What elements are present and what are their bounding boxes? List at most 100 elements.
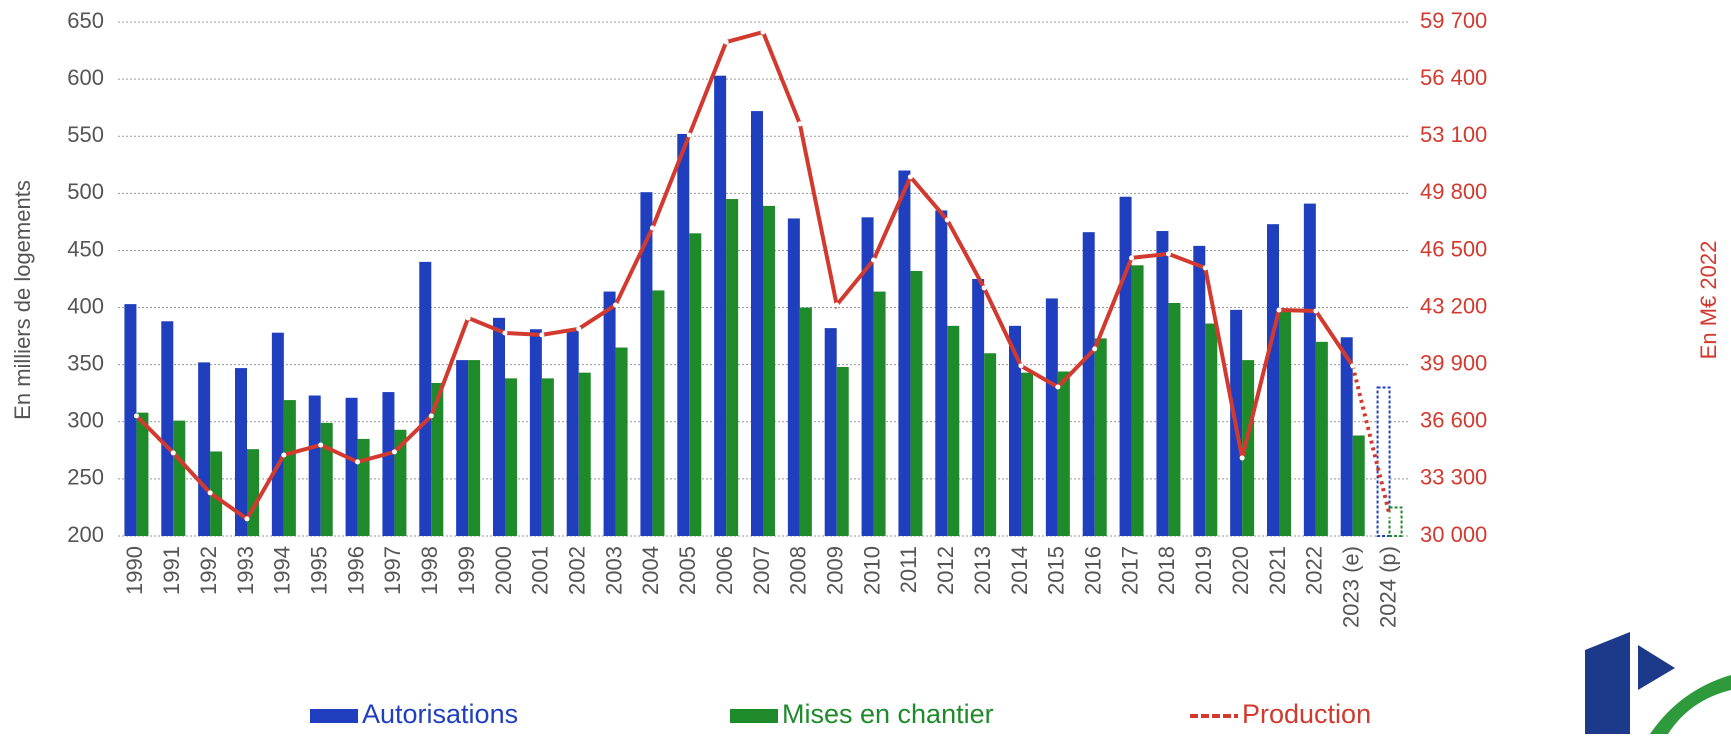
- x-tick-label: 1998: [417, 546, 442, 595]
- bar: [652, 290, 665, 536]
- line-point: [465, 315, 471, 321]
- line-point: [428, 413, 434, 419]
- line-point: [907, 174, 913, 180]
- line-point: [281, 452, 287, 458]
- legend-swatch: [310, 709, 358, 723]
- x-tick-label: 2011: [896, 546, 921, 593]
- bar: [824, 328, 837, 536]
- y-tick-label: 400: [67, 293, 104, 318]
- bar: [382, 392, 395, 536]
- bar: [1094, 338, 1107, 536]
- y-tick-label: 300: [67, 408, 104, 433]
- y-axis-label: En milliers de logements: [10, 180, 35, 420]
- bar: [799, 307, 812, 536]
- x-tick-label: 2012: [933, 546, 958, 595]
- x-tick-label: 2004: [638, 546, 663, 595]
- line-point: [944, 217, 950, 223]
- bar: [1242, 360, 1255, 536]
- bar: [308, 395, 321, 536]
- y2-axis-label: En M€ 2022: [1696, 241, 1721, 360]
- x-tick-label: 2023 (e): [1339, 546, 1364, 628]
- bar: [456, 360, 469, 536]
- bar: [235, 368, 247, 536]
- bar: [394, 429, 407, 536]
- x-tick-label: 2021: [1265, 546, 1290, 595]
- x-tick-label: 2015: [1044, 546, 1069, 595]
- x-tick-label: 2013: [970, 546, 995, 595]
- x-tick-label: 2010: [859, 546, 884, 595]
- y-tick-label: 350: [67, 350, 104, 375]
- line-point: [1387, 512, 1393, 518]
- line-point: [1239, 455, 1245, 461]
- y-tick-label: 650: [67, 8, 104, 33]
- bar: [935, 210, 948, 536]
- bar: [861, 217, 874, 536]
- line-point: [1129, 255, 1135, 261]
- x-tick-label: 2002: [565, 546, 590, 595]
- line: [135, 29, 1355, 522]
- bar: [836, 366, 849, 536]
- x-tick-label: 2016: [1081, 546, 1106, 595]
- line-point: [1165, 251, 1171, 257]
- y2-tick-label: 53 100: [1420, 122, 1487, 147]
- x-tick-label: 2018: [1154, 546, 1179, 595]
- line-point: [391, 449, 397, 455]
- legend-label: Production: [1242, 699, 1371, 729]
- bar: [345, 397, 358, 536]
- bar: [578, 372, 591, 536]
- y2-tick-label: 36 600: [1420, 408, 1487, 433]
- bar: [419, 261, 432, 536]
- bar: [873, 291, 886, 536]
- legend-label: Autorisations: [362, 699, 518, 729]
- x-tick-label: 2017: [1117, 546, 1142, 595]
- x-tick-label: 2020: [1228, 546, 1253, 595]
- y-tick-label: 250: [67, 465, 104, 490]
- bar: [1021, 372, 1033, 536]
- x-tick-label: 1991: [159, 546, 184, 595]
- bar: [1082, 232, 1095, 536]
- x-tick-label: 2000: [491, 546, 516, 595]
- line-point: [797, 121, 803, 127]
- line-point: [1018, 363, 1024, 369]
- bar: [1340, 337, 1353, 536]
- bar: [1193, 245, 1206, 536]
- x-tick-label: 2005: [675, 546, 700, 595]
- legend-label: Mises en chantier: [782, 699, 994, 729]
- bar: [320, 422, 333, 536]
- y-tick-label: 200: [67, 522, 104, 547]
- y2-tick-label: 59 700: [1420, 8, 1487, 33]
- x-tick-label: 1997: [380, 546, 405, 595]
- bar: [898, 170, 911, 536]
- bar: [763, 205, 775, 537]
- bar: [1057, 371, 1070, 536]
- line-point: [649, 225, 655, 231]
- bar: [529, 329, 542, 536]
- line-point: [133, 413, 139, 419]
- y2-tick-label: 33 300: [1420, 465, 1487, 490]
- bar: [283, 400, 296, 536]
- line-point: [318, 442, 324, 448]
- bar: [640, 192, 653, 537]
- logo: [1585, 632, 1731, 734]
- bar: [1168, 302, 1181, 536]
- y2-tick-label: 43 200: [1420, 293, 1487, 318]
- bar: [787, 218, 800, 536]
- bar: [984, 353, 997, 536]
- bar: [1388, 506, 1403, 538]
- legend-swatch: [730, 709, 778, 723]
- x-tick-label: 1992: [196, 546, 221, 595]
- x-tick-label: 2008: [786, 546, 811, 595]
- bar: [566, 329, 579, 536]
- bar: [198, 362, 211, 536]
- line-point: [1092, 346, 1098, 352]
- bar: [751, 111, 763, 537]
- y2-tick-label: 49 800: [1420, 179, 1487, 204]
- bar: [726, 199, 739, 537]
- bar: [689, 233, 702, 537]
- x-tick-label: 1994: [270, 546, 295, 595]
- line-point: [723, 39, 729, 45]
- line-point: [834, 302, 840, 308]
- x-tick-label: 1990: [122, 546, 147, 595]
- bar: [1009, 325, 1021, 536]
- bar: [161, 321, 174, 536]
